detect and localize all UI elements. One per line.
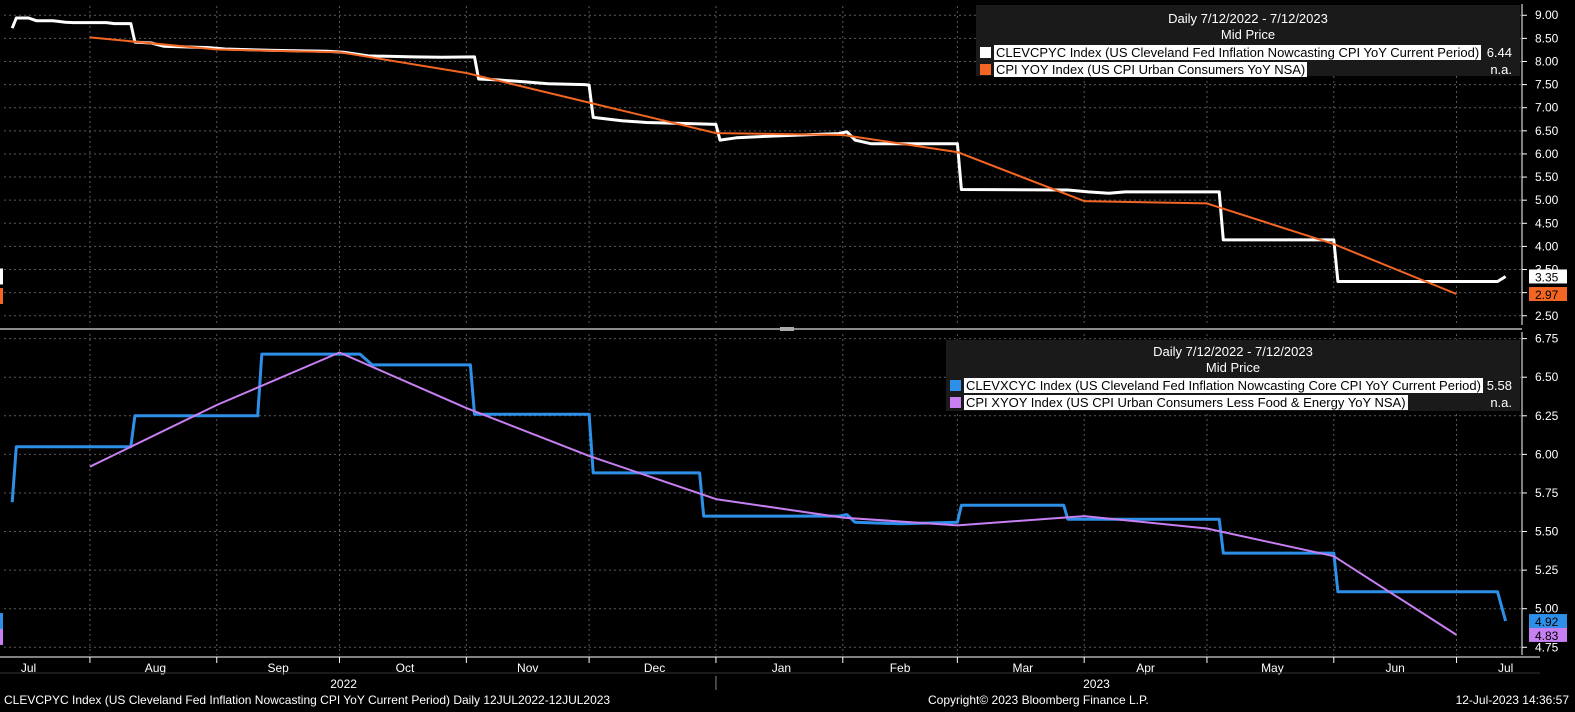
left-edge-marker bbox=[0, 268, 3, 285]
last-value-label: 3.35 bbox=[1535, 270, 1559, 284]
y-tick-label: 5.00 bbox=[1535, 602, 1559, 616]
series-line-1 bbox=[89, 36, 1457, 295]
y-tick-label: 6.25 bbox=[1535, 409, 1559, 423]
legend-value: 6.44 bbox=[1486, 44, 1512, 60]
legend-item-clevcpyc[interactable]: CLEVCPYC Index (US Cleveland Fed Inflati… bbox=[976, 44, 1520, 60]
y-tick-label: 5.75 bbox=[1535, 486, 1559, 500]
legend-top: Daily 7/12/2022 - 7/12/2023 Mid Price CL… bbox=[976, 5, 1520, 77]
last-value-badge bbox=[1529, 287, 1567, 302]
panel-resize-handle bbox=[780, 327, 794, 331]
last-value-label: 4.83 bbox=[1535, 629, 1559, 643]
legend-value: n.a. bbox=[1490, 394, 1512, 410]
last-value-badge bbox=[1529, 627, 1567, 642]
y-tick-label: 9.00 bbox=[1535, 8, 1559, 22]
y-tick-label: 6.50 bbox=[1535, 370, 1559, 384]
y-tick-label: 7.00 bbox=[1535, 101, 1559, 115]
y-tick-label: 5.50 bbox=[1535, 170, 1559, 184]
legend-label: CPI YOY Index (US CPI Urban Consumers Yo… bbox=[994, 61, 1308, 77]
x-month-label: Nov bbox=[517, 661, 538, 675]
legend-bottom: Daily 7/12/2022 - 7/12/2023 Mid Price CL… bbox=[946, 340, 1520, 411]
x-month-label: Oct bbox=[396, 661, 415, 675]
y-tick-label: 8.00 bbox=[1535, 54, 1559, 68]
last-value-label: 4.92 bbox=[1535, 615, 1559, 629]
y-tick-label: 6.50 bbox=[1535, 124, 1559, 138]
left-edge-marker bbox=[0, 613, 3, 630]
y-tick-label: 2.50 bbox=[1535, 309, 1559, 323]
y-tick-label: 5.50 bbox=[1535, 525, 1559, 539]
legend-swatch-white bbox=[980, 46, 991, 58]
footer-timestamp: 12-Jul-2023 14:36:57 bbox=[1455, 693, 1569, 707]
y-tick-label: 4.75 bbox=[1535, 640, 1559, 654]
x-month-label: Aug bbox=[145, 661, 166, 675]
legend-top-subtitle: Mid Price bbox=[1220, 27, 1276, 42]
legend-label: CPI XYOY Index (US CPI Urban Consumers L… bbox=[964, 394, 1408, 410]
y-tick-label: 8.50 bbox=[1535, 31, 1559, 45]
legend-top-title: Daily 7/12/2022 - 7/12/2023 bbox=[1168, 11, 1328, 26]
y-tick-label: 5.00 bbox=[1535, 193, 1559, 207]
footer-copyright: Copyright© 2023 Bloomberg Finance L.P. bbox=[928, 693, 1149, 707]
left-edge-marker bbox=[0, 628, 3, 645]
x-month-label: Mar bbox=[1012, 661, 1033, 675]
legend-item-clevxcyc[interactable]: CLEVXCYC Index (US Cleveland Fed Inflati… bbox=[946, 377, 1520, 393]
legend-label: CLEVXCYC Index (US Cleveland Fed Inflati… bbox=[964, 377, 1483, 393]
x-year-label: 2023 bbox=[1083, 677, 1110, 691]
x-month-label: May bbox=[1261, 661, 1284, 675]
x-month-label: Jun bbox=[1385, 661, 1404, 675]
legend-value: 5.58 bbox=[1486, 377, 1512, 393]
last-value-badge bbox=[1529, 614, 1567, 629]
legend-bottom-title: Daily 7/12/2022 - 7/12/2023 bbox=[1153, 344, 1313, 359]
y-tick-label: 6.00 bbox=[1535, 447, 1559, 461]
footer-security-description: CLEVCPYC Index (US Cleveland Fed Inflati… bbox=[4, 693, 611, 707]
x-month-label: Dec bbox=[644, 661, 665, 675]
legend-item-cpi-xyoy[interactable]: CPI XYOY Index (US CPI Urban Consumers L… bbox=[946, 394, 1520, 410]
x-year-label: 2022 bbox=[330, 677, 357, 691]
x-month-label: Sep bbox=[267, 661, 289, 675]
legend-value: n.a. bbox=[1490, 61, 1512, 77]
last-value-badge bbox=[1529, 269, 1567, 284]
legend-swatch-blue bbox=[950, 379, 961, 391]
x-month-label: Apr bbox=[1136, 661, 1155, 675]
series-line-0 bbox=[10, 16, 1507, 283]
x-month-label: Jan bbox=[772, 661, 791, 675]
legend-item-cpi-yoy[interactable]: CPI YOY Index (US CPI Urban Consumers Yo… bbox=[976, 61, 1520, 77]
legend-swatch-orange bbox=[980, 63, 991, 75]
legend-label: CLEVCPYC Index (US Cleveland Fed Inflati… bbox=[994, 44, 1482, 60]
x-month-label: Jul bbox=[1498, 661, 1513, 675]
x-month-label: Feb bbox=[890, 661, 911, 675]
legend-swatch-purple bbox=[950, 396, 961, 408]
last-value-label: 2.97 bbox=[1535, 288, 1559, 302]
y-tick-label: 7.50 bbox=[1535, 78, 1559, 92]
y-tick-label: 4.50 bbox=[1535, 216, 1559, 230]
y-tick-label: 5.25 bbox=[1535, 563, 1559, 577]
y-tick-label: 4.00 bbox=[1535, 239, 1559, 253]
series-line-1 bbox=[89, 351, 1458, 636]
y-tick-label: 6.75 bbox=[1535, 332, 1559, 346]
x-month-label: Jul bbox=[21, 661, 36, 675]
y-tick-label: 6.00 bbox=[1535, 147, 1559, 161]
legend-bottom-subtitle: Mid Price bbox=[1205, 360, 1261, 375]
footer-bar: CLEVCPYC Index (US Cleveland Fed Inflati… bbox=[0, 690, 1575, 712]
left-edge-marker bbox=[0, 288, 3, 305]
